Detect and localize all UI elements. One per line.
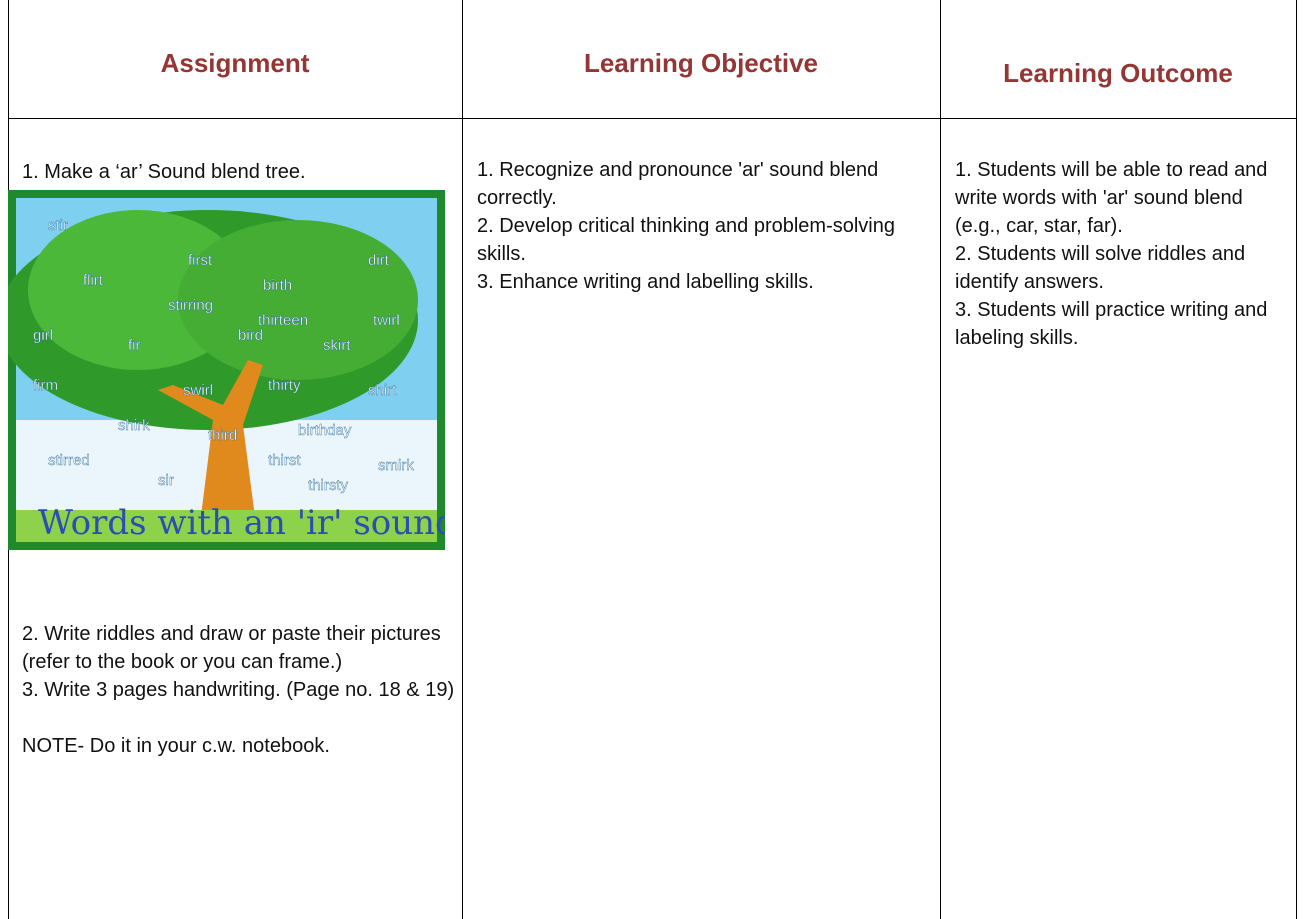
assignment-item: 3. Write 3 pages handwriting. (Page no. … — [22, 679, 455, 701]
objective-items: 1. Recognize and pronounce 'ar' sound bl… — [477, 156, 927, 296]
image-word: shirk — [118, 417, 150, 434]
image-word: thirst — [268, 452, 301, 469]
image-word: swirl — [183, 382, 213, 399]
objective-item: 3. Enhance writing and labelling skills. — [477, 271, 814, 293]
border — [940, 0, 941, 919]
border — [462, 0, 463, 919]
image-word: stir — [48, 217, 68, 234]
image-word: first — [188, 252, 213, 269]
objective-item: 1. Recognize and pronounce 'ar' sound bl… — [477, 159, 879, 209]
objective-item: 2. Develop critical thinking and problem… — [477, 215, 895, 265]
image-word: girl — [33, 327, 53, 344]
illustration: Words with an 'ir' sound stir first dirt fl… — [8, 190, 445, 550]
outcome-item: 2. Students will solve riddles and ident… — [955, 243, 1246, 293]
outcome-item: 3. Students will practice writing and la… — [955, 299, 1268, 349]
image-word: stirring — [168, 297, 213, 314]
outcome-item: 1. Students will be able to read and wri… — [955, 159, 1268, 237]
assignment-item: 1. Make a ‘ar’ Sound blend tree. — [22, 161, 306, 183]
assignment-items: 2. Write riddles and draw or paste their… — [22, 620, 462, 760]
header: Assignment — [160, 48, 310, 78]
image-word: bird — [238, 327, 263, 344]
image-word: third — [208, 427, 237, 444]
image-word: birthday — [298, 422, 352, 439]
header: Learning Objective — [583, 48, 819, 78]
image-word: shirt — [368, 382, 397, 399]
header: Learning Outcome — [1003, 58, 1233, 88]
outcome-items: 1. Students will be able to read and wri… — [955, 156, 1285, 352]
image-word: smirk — [378, 457, 414, 474]
note: NOTE- Do it in your c.w. notebook. — [22, 735, 330, 757]
assignment-item: 2. Write riddles and draw or paste their… — [22, 623, 441, 673]
image-caption: Words with an 'ir' sound — [38, 503, 445, 543]
image-word: thirteen — [258, 312, 308, 329]
image-word: birth — [263, 277, 292, 294]
image-word: dirt — [368, 252, 390, 269]
image-word: twirl — [373, 312, 400, 329]
image-word: sir — [158, 472, 174, 489]
image-word: firm — [33, 377, 58, 394]
image-word: stirred — [48, 452, 90, 469]
border — [8, 118, 1297, 119]
border — [1296, 0, 1297, 919]
image-word: fir — [128, 337, 141, 354]
image-word: skirt — [323, 337, 351, 354]
image-word: thirsty — [308, 477, 349, 494]
image-word: flirt — [83, 272, 104, 289]
image-word: thirty — [268, 377, 301, 394]
